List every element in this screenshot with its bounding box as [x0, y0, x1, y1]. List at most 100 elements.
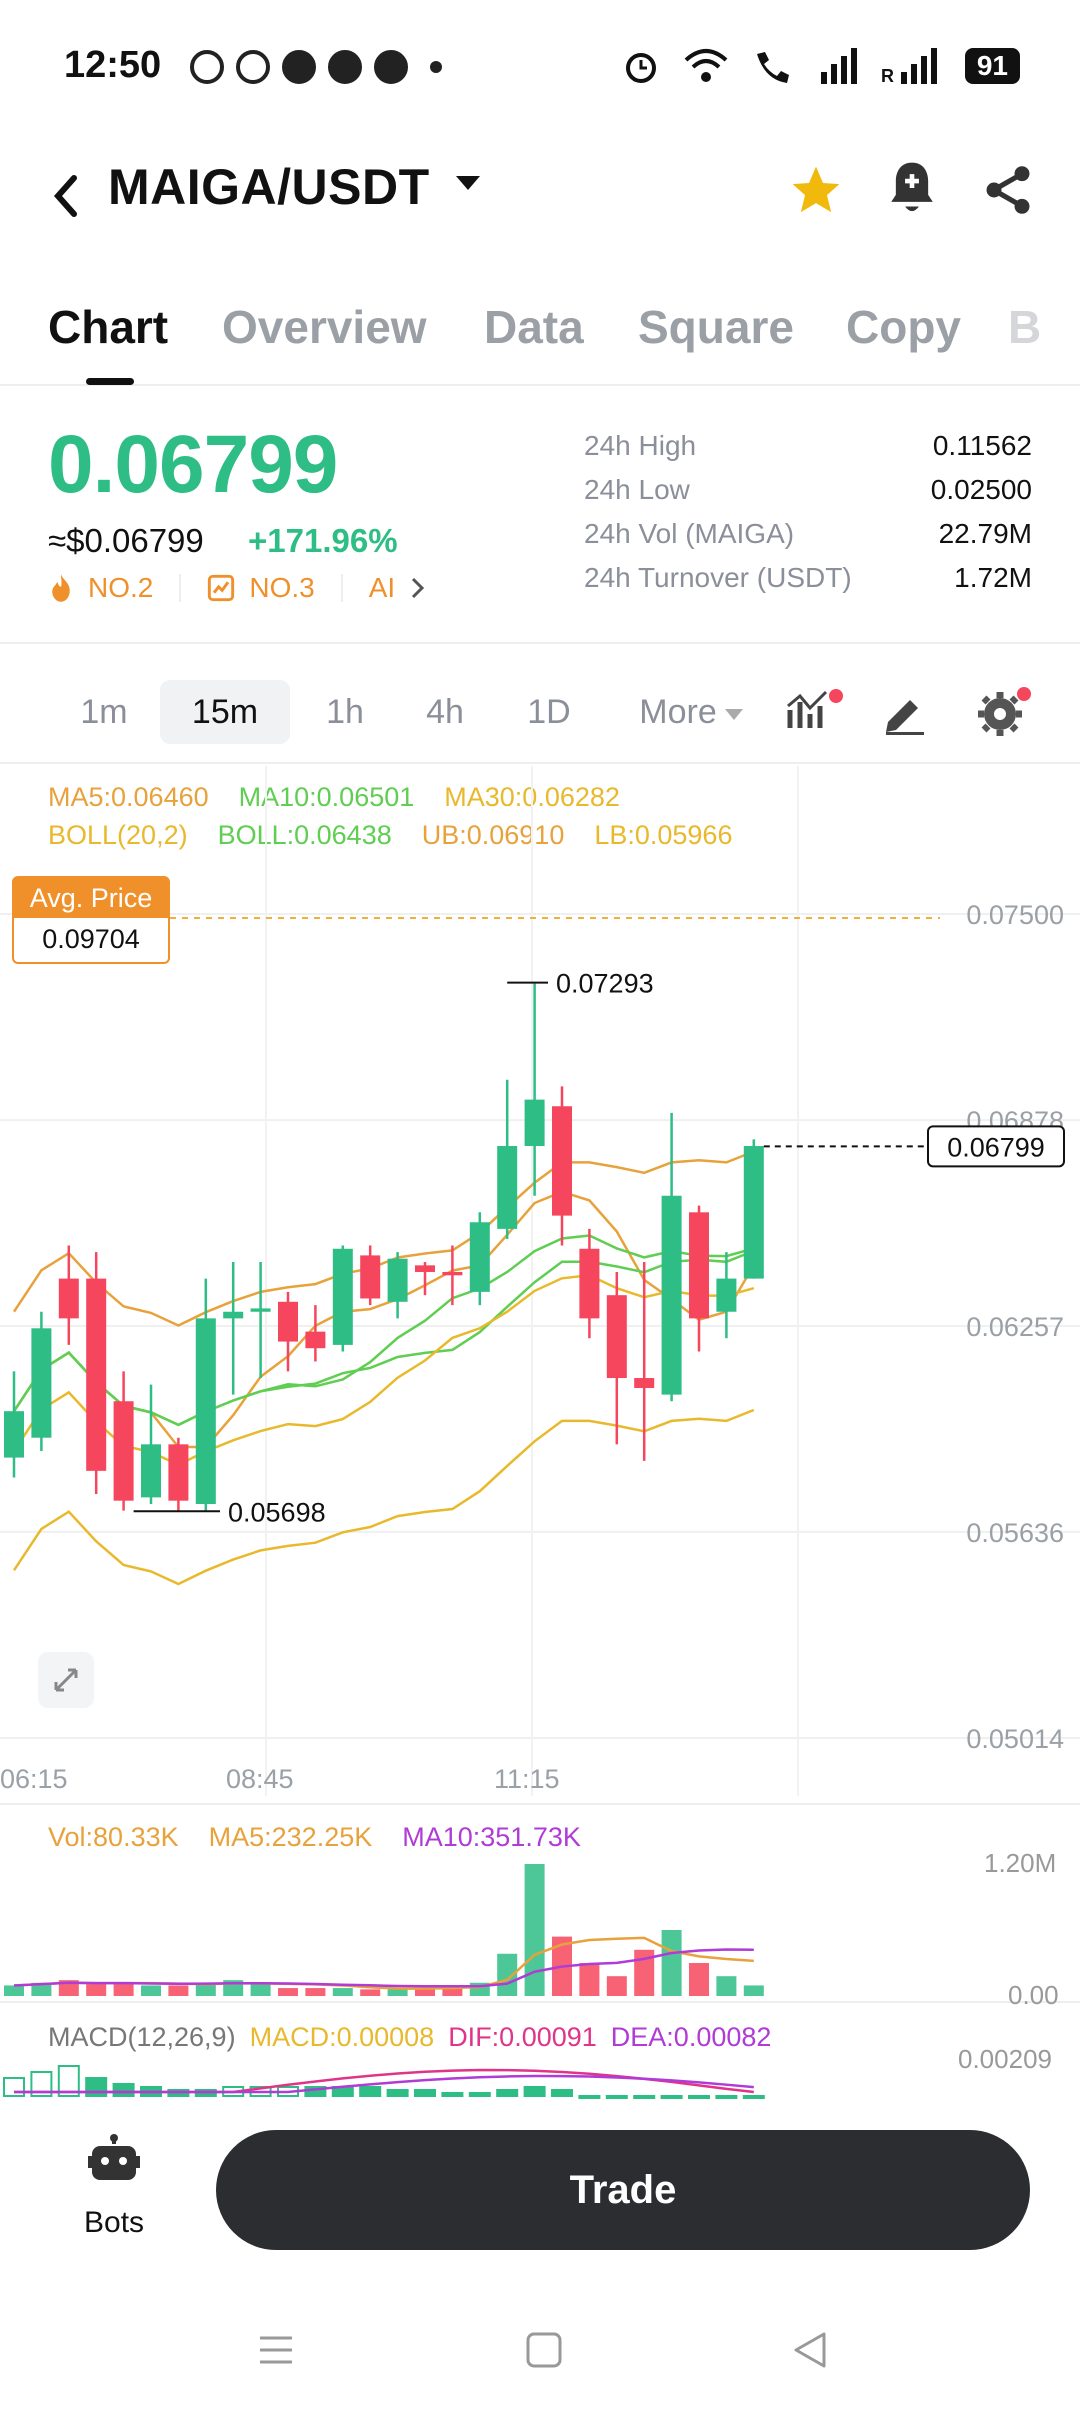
- interval-15m[interactable]: 15m: [160, 680, 290, 744]
- chart-rank-icon: [208, 574, 235, 602]
- avg-price-tag: Avg. Price 0.09704: [12, 876, 170, 964]
- system-nav-bar: [0, 2300, 1080, 2412]
- macd-histogram-bar: [414, 2089, 436, 2097]
- macd-histogram-bar: [742, 2095, 765, 2099]
- rank-gainer: NO.3: [249, 572, 315, 603]
- volume-ma10-line: [13, 1948, 754, 1988]
- fullscreen-expand-icon[interactable]: [38, 1652, 94, 1708]
- candle-body: [415, 1265, 435, 1272]
- y-tick-label: 0.06257: [966, 1312, 1064, 1342]
- favorite-star-icon[interactable]: [788, 162, 844, 218]
- vol-y-min: 0.00: [1008, 1980, 1059, 2010]
- stat-value: 22.79M: [938, 518, 1032, 549]
- candle-body: [634, 1378, 655, 1388]
- recent-apps-icon[interactable]: [256, 2330, 296, 2370]
- tab-copy[interactable]: Copy: [846, 301, 961, 353]
- chevron-right-icon: [412, 577, 425, 599]
- macd-histogram-bar: [578, 2095, 601, 2099]
- macd-dif: DIF:0.00091: [448, 2022, 597, 2052]
- macd-histogram-bar: [3, 2077, 25, 2097]
- tab-more-partial[interactable]: B: [1008, 301, 1042, 353]
- messenger-icon: [374, 50, 408, 84]
- indicators-icon[interactable]: [786, 686, 846, 738]
- stat-row: 24h High 0.11562: [584, 430, 1032, 474]
- y-tick-label: 0.05014: [966, 1724, 1064, 1754]
- macd-params: MACD(12,26,9): [48, 2022, 236, 2052]
- volume-bar: [332, 1988, 353, 1996]
- macd-dea: DEA:0.00082: [610, 2022, 772, 2052]
- pair-selector[interactable]: MAIGA/USDT: [108, 159, 430, 215]
- volume-bar: [195, 1982, 216, 1996]
- candle-body: [552, 1106, 572, 1216]
- candle-body: [223, 1311, 244, 1319]
- stat-value: 0.02500: [930, 474, 1032, 505]
- boll-legend: BOLL(20,2) BOLL:0.06438 UB:0.06910 LB:0.…: [48, 820, 732, 851]
- candle-body: [113, 1401, 134, 1501]
- volume-bar: [442, 1985, 463, 1996]
- volume-bar: [689, 1963, 709, 1996]
- share-icon[interactable]: [980, 162, 1036, 218]
- macd-histogram-bar: [660, 2095, 683, 2099]
- volume-bar: [387, 1989, 408, 1996]
- volume-bar: [278, 1988, 298, 1996]
- whatsapp-business-icon: [236, 50, 270, 84]
- back-nav-icon[interactable]: [790, 2328, 830, 2372]
- ma10-value: MA10:0.06501: [238, 782, 415, 812]
- messenger-icon: [282, 50, 316, 84]
- tab-data[interactable]: Data: [484, 301, 584, 353]
- interval-4h[interactable]: 4h: [426, 693, 464, 731]
- macd-histogram-bar: [605, 2095, 628, 2099]
- bots-label[interactable]: Bots: [84, 2206, 145, 2239]
- interval-1d[interactable]: 1D: [527, 693, 571, 731]
- divider: [340, 574, 343, 602]
- macd-histogram-bar: [715, 2095, 738, 2099]
- tab-chart[interactable]: Chart: [48, 301, 169, 353]
- interval-1m[interactable]: 1m: [80, 693, 128, 731]
- low-marker-label: 0.05698: [228, 1497, 326, 1527]
- volume-legend: Vol:80.33K MA5:232.25K MA10:351.73K: [48, 1822, 581, 1853]
- tab-overview[interactable]: Overview: [222, 301, 427, 353]
- tab-bar: Chart Overview Data Square Copy B: [0, 290, 1080, 386]
- volume-bar: [31, 1982, 52, 1996]
- macd-histogram-bar: [359, 2086, 382, 2097]
- ma5-value: MA5:0.06460: [48, 782, 209, 812]
- chart-markers: 0.07293 0.05698 0.06799: [133, 969, 1065, 1527]
- macd-y-max: 0.00209: [958, 2044, 1052, 2074]
- volume-bar: [716, 1976, 737, 1996]
- candle-body: [469, 1222, 490, 1292]
- stat-row: 24h Vol (MAIGA) 22.79M: [584, 518, 1032, 562]
- draw-tool-icon[interactable]: [880, 686, 930, 736]
- volume-bar: [524, 1864, 545, 1996]
- signal-roaming-icon: R: [881, 48, 937, 84]
- interval-1h[interactable]: 1h: [326, 693, 364, 731]
- battery-level: 91: [964, 48, 1020, 84]
- back-arrow-icon[interactable]: [46, 166, 86, 226]
- candle-body: [360, 1255, 381, 1299]
- home-icon[interactable]: [524, 2330, 564, 2370]
- notification-icons: [190, 50, 442, 84]
- volume-bar: [141, 1985, 161, 1996]
- tab-square[interactable]: Square: [638, 301, 794, 353]
- macd-histogram-bar: [551, 2089, 573, 2097]
- caret-down-icon[interactable]: [456, 176, 480, 190]
- wifi-icon: [684, 49, 728, 82]
- volume-bar: [661, 1930, 682, 1996]
- stat-value: 1.72M: [954, 562, 1032, 593]
- chart-settings-gear-icon[interactable]: [974, 684, 1034, 738]
- interval-more[interactable]: More: [616, 680, 766, 744]
- stat-label: 24h Vol (MAIGA): [584, 518, 795, 549]
- candle-body: [524, 1099, 545, 1147]
- trade-button[interactable]: Trade: [216, 2130, 1030, 2250]
- macd-dea-line: [14, 2074, 754, 2094]
- stat-label: 24h Low: [584, 474, 690, 505]
- macd-histogram-bar: [633, 2095, 656, 2099]
- price-alert-bell-icon[interactable]: [884, 158, 940, 218]
- bots-robot-icon[interactable]: [88, 2134, 140, 2186]
- rank-row[interactable]: NO.2 NO.3 AI: [48, 572, 427, 604]
- candle-body: [743, 1146, 764, 1279]
- candle-body: [497, 1146, 518, 1229]
- 24h-stats: 24h High 0.11562 24h Low 0.02500 24h Vol (…: [584, 430, 1032, 606]
- divider: [179, 574, 182, 602]
- usd-price: ≈$0.06799: [48, 522, 204, 559]
